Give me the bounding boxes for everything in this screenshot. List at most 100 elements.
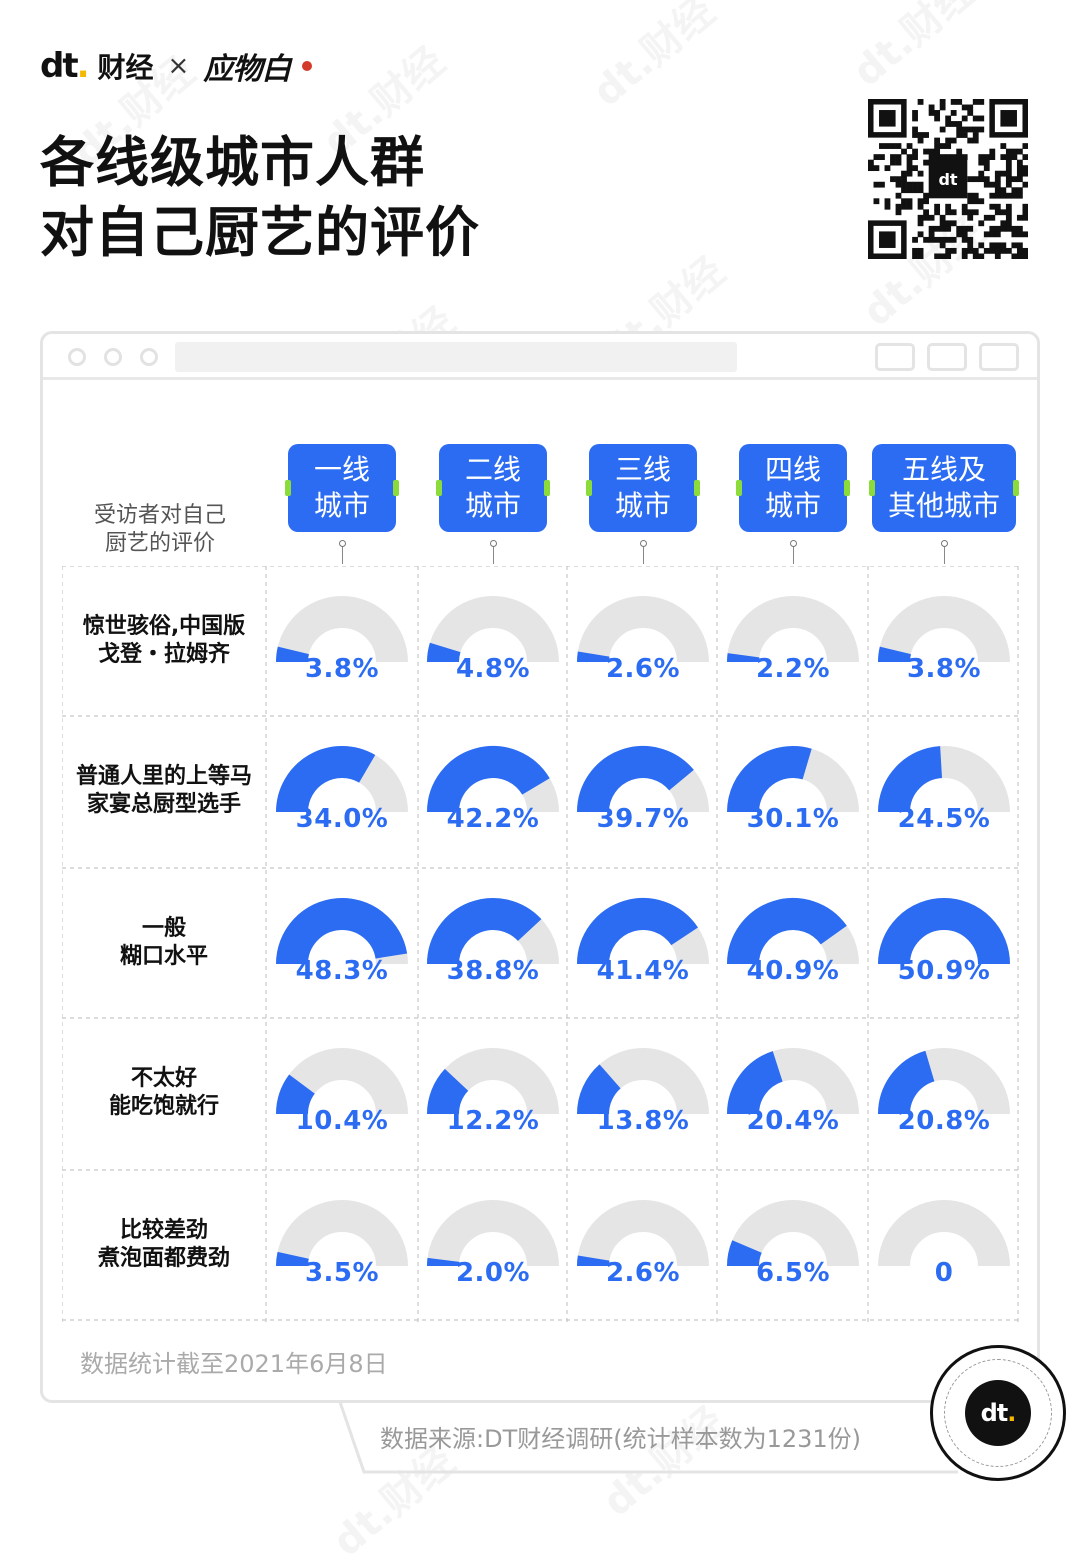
column-header: 一线城市 [288,444,396,532]
column-header-text: 三线城市 [615,452,671,524]
column-pin [342,544,343,564]
column-header-line-1: 二线 [465,452,521,488]
column-header-line-2: 其他城市 [888,488,1000,524]
gauge-value-label: 20.4% [718,1106,868,1136]
gauge-value-label: 39.7% [568,804,718,834]
gauge-value-label: 41.4% [568,956,718,986]
column-pin-dot [339,540,346,547]
column-pin [493,544,494,564]
gauge-value-label: 2.0% [418,1258,568,1288]
tab-marker [694,480,700,496]
row-axis-label: 受访者对自己 厨艺的评价 [60,502,260,558]
maximize-icon [140,348,158,366]
row-label-line-2: 能吃饱就行 [109,1093,219,1121]
address-bar [175,342,737,372]
column-header-text: 四线城市 [765,452,821,524]
gauge-value-label: 13.8% [568,1106,718,1136]
tab-marker [869,480,875,496]
row-label-line-1: 普通人里的上等马 [76,763,252,791]
row-label-line-2: 糊口水平 [120,943,208,971]
row-label: 一般糊口水平 [62,868,266,1018]
svg-text:dt: dt [938,170,957,189]
row-axis-label-line-1: 受访者对自己 [60,502,260,530]
column-header-line-2: 城市 [765,488,821,524]
gauge-value-label: 34.0% [267,804,417,834]
copy-icon [979,343,1019,371]
gauge-value-label: 20.8% [869,1106,1019,1136]
gauge-value-label: 12.2% [418,1106,568,1136]
brand-header: dt. 财经 × 应物白 [40,44,312,88]
gauge-value-label: 50.9% [869,956,1019,986]
watermark-text: dt.财经 [838,0,985,97]
gauge-value-label: 3.5% [267,1258,417,1288]
row-label-line-2: 煮泡面都费劲 [98,1245,230,1273]
gauge-value-label: 2.6% [568,1258,718,1288]
gauge-value-label: 3.8% [267,654,417,684]
tab-marker [844,480,850,496]
dt-badge: dt. [930,1345,1066,1481]
collab-x: × [168,51,190,81]
data-cutoff-note: 数据统计截至2021年6月8日 [80,1344,388,1379]
column-header: 二线城市 [439,444,547,532]
close-icon [68,348,86,366]
record-icon [875,343,915,371]
qr-code-icon: dt [868,99,1028,259]
dt-badge-logo: dt. [965,1380,1031,1446]
column-header-line-1: 三线 [615,452,671,488]
dt-badge-ring: dt. [944,1359,1052,1467]
row-label-line-2: 戈登・拉姆齐 [83,641,245,669]
column-header: 四线城市 [739,444,847,532]
tab-marker [1013,480,1019,496]
gauge-value-label: 6.5% [718,1258,868,1288]
page-title: 各线级城市人群 对自己厨艺的评价 [40,128,480,268]
title-line-2: 对自己厨艺的评价 [40,198,480,268]
column-pin [944,544,945,564]
column-pin-dot [490,540,497,547]
column-header-line-2: 城市 [615,488,671,524]
column-header-line-2: 城市 [465,488,521,524]
tab-marker [285,480,291,496]
column-pin [793,544,794,564]
column-pin [643,544,644,564]
share-icon [927,343,967,371]
gauge-value-label: 48.3% [267,956,417,986]
column-pin-dot [640,540,647,547]
gauge-value-label: 38.8% [418,956,568,986]
column-header-line-2: 城市 [314,488,370,524]
row-label-text: 比较差劲煮泡面都费劲 [98,1217,230,1273]
column-header-line-1: 四线 [765,452,821,488]
row-label: 普通人里的上等马家宴总厨型选手 [62,716,266,866]
row-label-text: 普通人里的上等马家宴总厨型选手 [76,763,252,819]
gauge-value-label: 2.6% [568,654,718,684]
row-label-text: 一般糊口水平 [120,915,208,971]
gauge-value-label: 4.8% [418,654,568,684]
gauge-value-label: 3.8% [869,654,1019,684]
tab-marker [436,480,442,496]
watermark-text: dt.财经 [578,0,725,117]
gauge-value-label: 30.1% [718,804,868,834]
column-header-text: 一线城市 [314,452,370,524]
dt-logo: dt. [40,49,88,83]
row-label-line-1: 比较差劲 [98,1217,230,1245]
tab-marker [393,480,399,496]
row-label-line-1: 不太好 [109,1065,219,1093]
column-header-line-1: 一线 [314,452,370,488]
column-header-text: 五线及其他城市 [888,452,1000,524]
column-header-text: 二线城市 [465,452,521,524]
gauge-value-label: 0 [869,1258,1019,1288]
column-pin-dot [790,540,797,547]
tab-marker [586,480,592,496]
column-header: 五线及其他城市 [872,444,1016,532]
tab-marker [736,480,742,496]
gauge-value-label: 2.2% [718,654,868,684]
minimize-icon [104,348,122,366]
column-pin-dot [941,540,948,547]
row-label-text: 惊世骇俗,中国版戈登・拉姆齐 [83,613,245,669]
gauge-value-label: 42.2% [418,804,568,834]
gauge-value-label: 40.9% [718,956,868,986]
row-label: 不太好能吃饱就行 [62,1018,266,1168]
column-header-line-1: 五线及 [888,452,1000,488]
brand-name: 财经 [98,46,154,86]
partner-seal-icon [302,61,312,71]
row-axis-label-line-2: 厨艺的评价 [60,530,260,558]
